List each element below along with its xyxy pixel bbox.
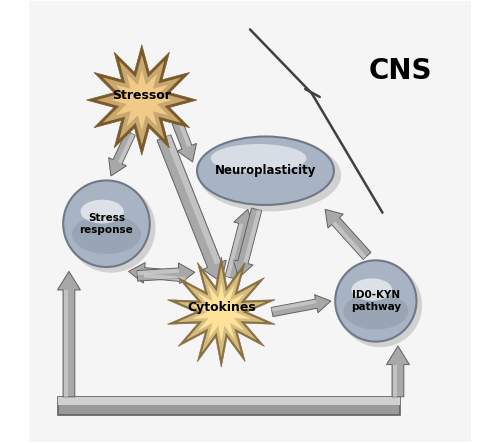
Polygon shape [325,210,371,260]
Polygon shape [392,365,398,397]
Polygon shape [137,268,179,275]
Polygon shape [168,257,275,367]
Polygon shape [178,120,192,147]
Polygon shape [244,210,261,264]
Ellipse shape [344,293,408,330]
Circle shape [338,264,422,347]
Text: Cytokines: Cytokines [187,301,256,314]
Circle shape [63,180,150,267]
FancyBboxPatch shape [18,0,482,443]
Polygon shape [86,45,197,155]
Polygon shape [172,120,197,162]
Polygon shape [226,223,244,277]
Polygon shape [137,263,195,284]
Ellipse shape [198,139,341,211]
Polygon shape [233,208,262,278]
Polygon shape [58,397,400,416]
Polygon shape [272,299,316,311]
Ellipse shape [352,279,392,301]
Polygon shape [108,131,136,176]
Ellipse shape [197,136,334,205]
Polygon shape [118,133,135,163]
Text: CNS: CNS [368,57,432,85]
Polygon shape [225,210,254,279]
Ellipse shape [72,215,141,254]
Polygon shape [177,267,266,358]
Polygon shape [386,346,409,397]
Polygon shape [58,272,80,397]
Polygon shape [192,282,251,342]
Text: Stressor: Stressor [112,89,171,102]
Polygon shape [144,273,186,281]
Circle shape [335,260,416,342]
Text: ID0-KYN
pathway: ID0-KYN pathway [351,290,401,312]
Polygon shape [112,70,172,130]
Polygon shape [271,295,331,317]
Ellipse shape [210,144,306,173]
Ellipse shape [80,200,124,223]
Polygon shape [64,290,68,397]
Text: Neuroplasticity: Neuroplasticity [215,164,316,177]
Text: Stress
response: Stress response [80,213,134,234]
Polygon shape [128,263,186,283]
Polygon shape [164,135,220,264]
Polygon shape [58,397,400,405]
Polygon shape [332,222,366,259]
Polygon shape [157,135,226,282]
Polygon shape [96,55,187,145]
Circle shape [66,183,156,273]
